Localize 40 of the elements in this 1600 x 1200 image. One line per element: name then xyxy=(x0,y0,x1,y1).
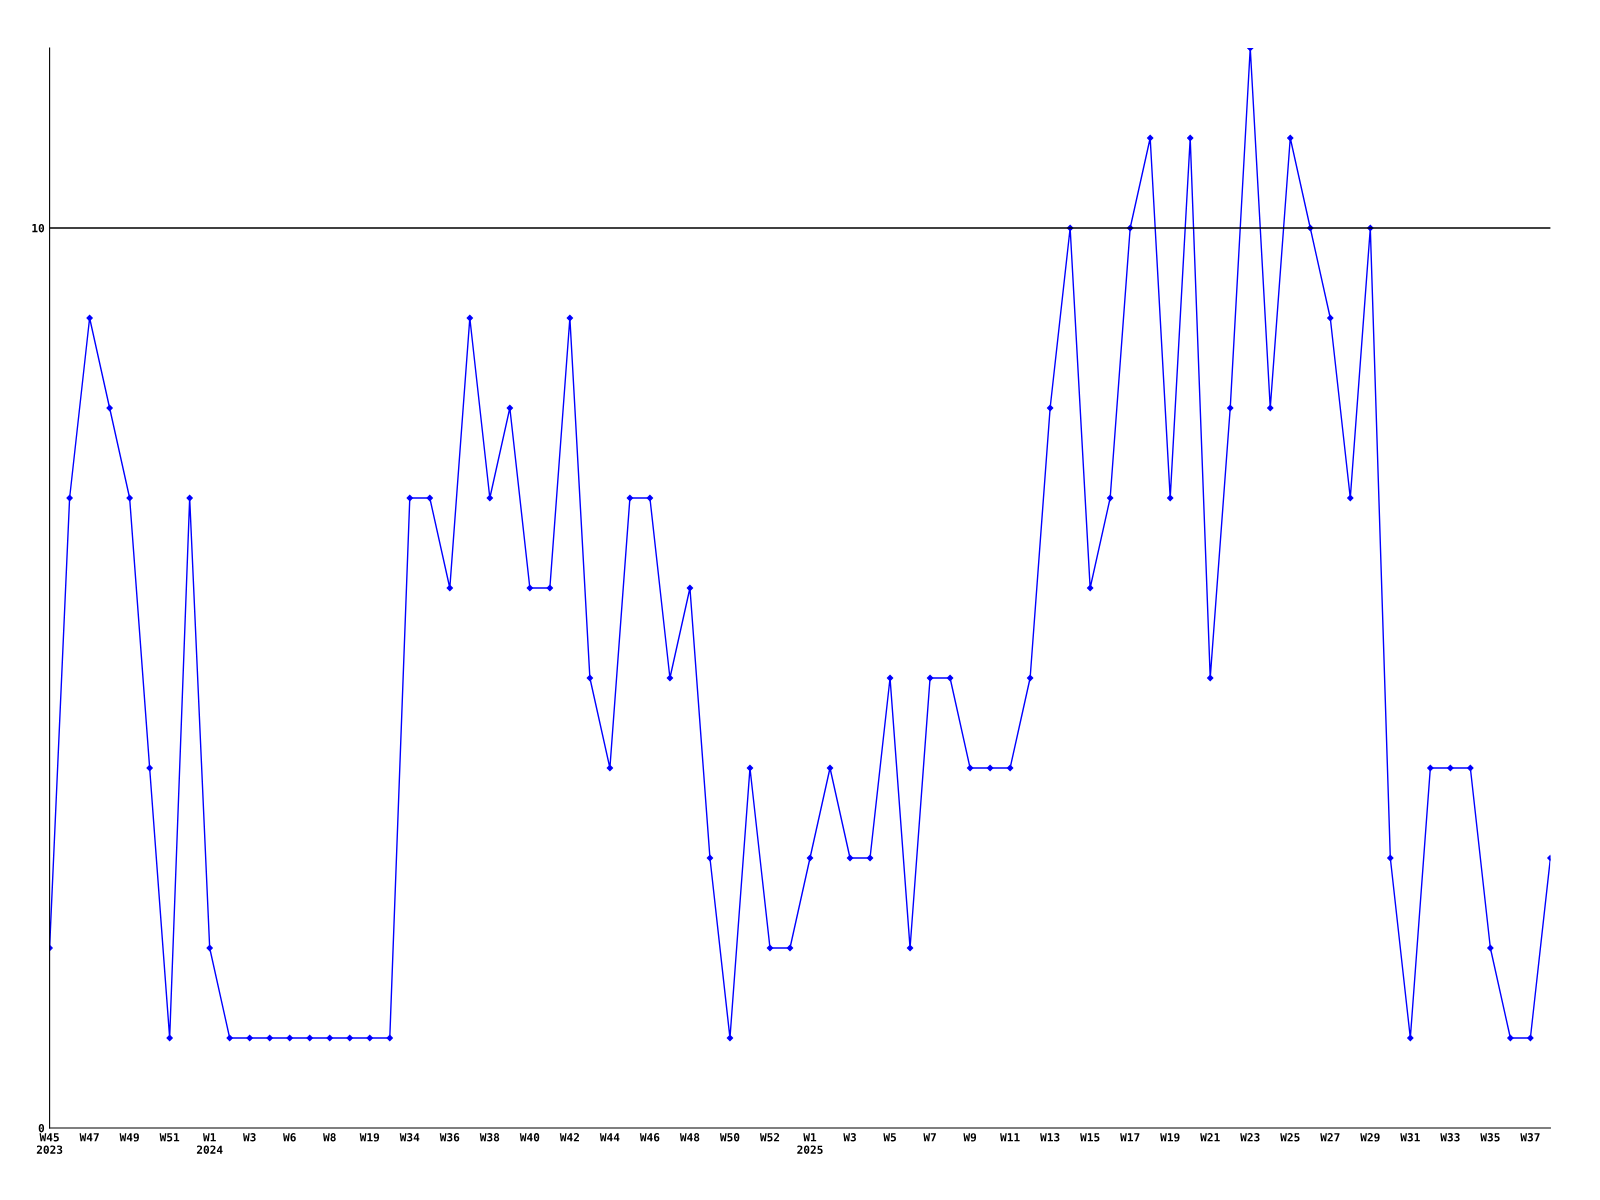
x-tick-label: W23 xyxy=(1240,1133,1260,1142)
x-tick-label: W3 xyxy=(843,1133,856,1142)
x-tick-label: W51 xyxy=(159,1133,180,1142)
x-tick-label: W13 xyxy=(1040,1133,1060,1142)
x-tick-label: W46 xyxy=(639,1133,660,1142)
x-tick-label: W47 xyxy=(79,1133,99,1142)
x-tick-label: W25 xyxy=(1280,1133,1300,1142)
x-tick-label: W31 xyxy=(1400,1133,1420,1142)
x-tick-label: W6 xyxy=(283,1133,296,1142)
x-tick-label: W36 xyxy=(439,1133,460,1142)
x-tick-label: W19 xyxy=(359,1133,380,1142)
x-tick-label: W35 xyxy=(1480,1133,1500,1142)
x-tick-label: W1 2024 xyxy=(196,1133,223,1154)
x-tick-label: W29 xyxy=(1360,1133,1380,1142)
x-tick-label: W50 xyxy=(719,1133,740,1142)
x-tick-label: W1 2025 xyxy=(797,1133,823,1154)
x-tick-label: W45 2023 xyxy=(36,1133,63,1154)
x-tick-label: W7 xyxy=(923,1133,936,1142)
x-tick-label: W11 xyxy=(1000,1133,1020,1142)
y-tick-label: 10 xyxy=(32,223,45,233)
x-tick-label: W5 xyxy=(883,1133,896,1142)
x-tick-label: W9 xyxy=(963,1133,977,1142)
x-tick-label: W27 xyxy=(1320,1133,1340,1142)
x-tick-label: W44 xyxy=(599,1133,620,1142)
x-tick-label: W3 xyxy=(243,1133,256,1142)
x-tick-label: W17 xyxy=(1120,1133,1140,1142)
x-tick-label: W38 xyxy=(479,1133,500,1142)
x-tick-label: W15 xyxy=(1080,1133,1100,1142)
x-tick-label: W19 xyxy=(1160,1133,1180,1142)
x-tick-label: W34 xyxy=(399,1133,420,1142)
x-tick-label: W52 xyxy=(759,1133,780,1142)
x-tick-label: W21 xyxy=(1200,1133,1220,1142)
x-tick-label: W8 xyxy=(323,1133,336,1142)
x-tick-label: W49 xyxy=(119,1133,139,1142)
x-tick-label: W42 xyxy=(559,1133,579,1142)
x-tick-label: W33 xyxy=(1440,1133,1460,1142)
y-tick-label: 0 xyxy=(38,1123,45,1133)
x-tick-label: W37 xyxy=(1520,1133,1540,1142)
x-tick-label: W40 xyxy=(519,1133,540,1142)
x-tick-label: W48 xyxy=(679,1133,700,1142)
